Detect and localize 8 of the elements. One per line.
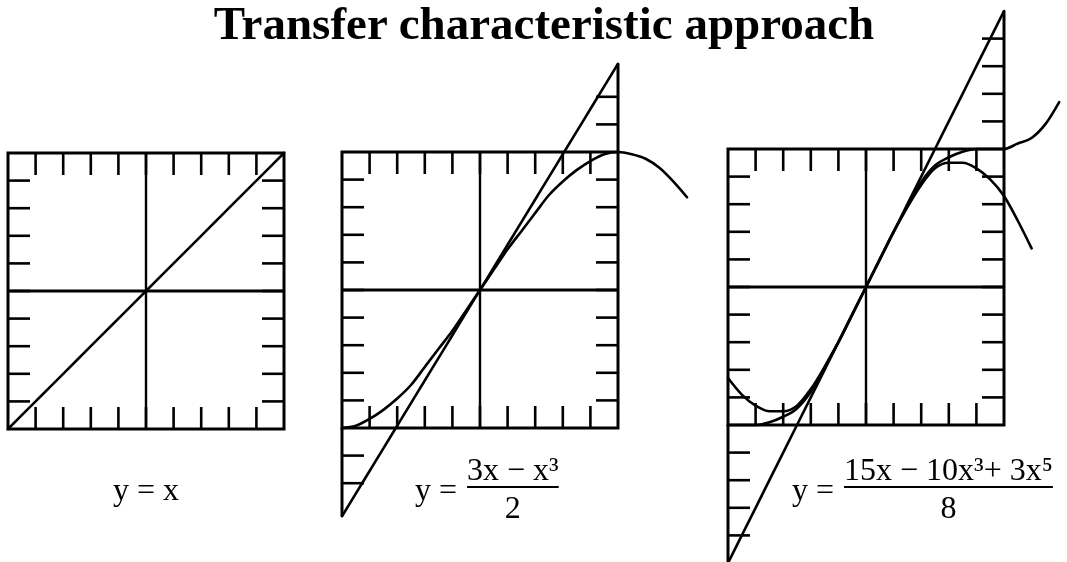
text: y = x bbox=[112, 471, 180, 507]
text: Transfer characteristic approach bbox=[213, 0, 875, 49]
annotation: y = bbox=[792, 471, 835, 507]
annotation: 3x − x³ bbox=[467, 451, 559, 487]
annotation: 2 bbox=[504, 489, 521, 525]
annotation: y = bbox=[415, 471, 458, 507]
annotation: 8 bbox=[940, 489, 957, 525]
annotation: 15x − 10x³+ 3x⁵ bbox=[844, 451, 1053, 487]
